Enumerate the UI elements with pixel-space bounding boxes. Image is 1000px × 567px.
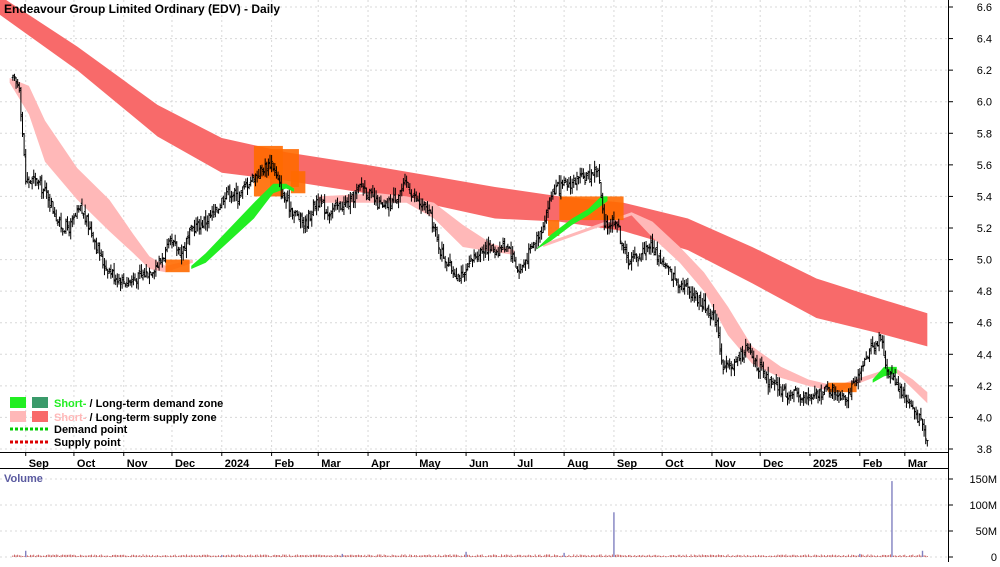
price-tick-label: 5.6 — [977, 160, 992, 172]
legend-demand-long: Long-term demand zone — [96, 398, 224, 410]
x-tick-label: Mar — [321, 458, 341, 470]
x-tick-label: Feb — [275, 458, 295, 470]
x-tick-label: Apr — [371, 458, 391, 470]
supply-demand-overlap-zone — [548, 220, 560, 236]
x-tick-label: 2025 — [813, 458, 837, 470]
legend-long-supply-swatch — [32, 411, 48, 422]
x-tick-label: Aug — [567, 458, 588, 470]
legend-supply-short: Short- — [54, 412, 87, 424]
legend-demand-point-label: Demand point — [54, 424, 128, 436]
price-tick-label: 5.2 — [977, 223, 992, 235]
short-term-supply-zone — [543, 212, 928, 404]
price-tick-label: 3.8 — [977, 444, 992, 456]
short-term-demand-zone — [191, 183, 295, 270]
legend-supply-text: Short- / Long-term supply zone — [54, 412, 217, 424]
chart-title: Endeavour Group Limited Ordinary (EDV) -… — [4, 2, 280, 16]
volume-y-axis: 150M 100M 50M 0 — [948, 474, 997, 564]
x-tick-label: Sep — [29, 458, 49, 470]
volume-tick-label: 0 — [991, 552, 997, 562]
price-tick-label: 6.2 — [977, 65, 992, 77]
price-tick-label: 4.0 — [977, 412, 992, 424]
legend-short-demand-swatch — [10, 397, 26, 408]
short-term-supply-zone — [9, 78, 193, 273]
x-tick-label: 2024 — [225, 458, 250, 470]
price-tick-label: 6.6 — [977, 2, 992, 14]
x-tick-label: Nov — [715, 458, 737, 470]
supply-demand-overlap-zone — [165, 259, 190, 273]
long-term-supply-zone — [0, 0, 928, 347]
legend-supply-sep: / — [86, 412, 95, 424]
x-tick-label: Oct — [665, 458, 684, 470]
x-axis: Sep Oct Nov Dec 2024 Feb Mar Apr May Jun Jul Aug Sep… — [0, 452, 948, 470]
supply-demand-overlap-zone — [827, 382, 857, 393]
volume-tick-label: 150M — [969, 474, 997, 486]
price-tick-label: 4.4 — [977, 349, 992, 361]
x-tick-label: Jun — [469, 458, 489, 470]
x-tick-label: Feb — [863, 458, 883, 470]
short-term-supply-zone — [318, 193, 515, 255]
legend-supply-point-label: Supply point — [54, 437, 121, 449]
price-tick-label: 6.4 — [977, 34, 992, 46]
x-tick-label: Mar — [908, 458, 928, 470]
price-tick-label: 5.0 — [977, 255, 992, 267]
x-tick-label: Dec — [175, 458, 195, 470]
x-tick-label: Dec — [763, 458, 783, 470]
legend-demand-sep: / — [86, 398, 95, 410]
price-candles — [11, 73, 929, 447]
x-tick-label: Nov — [127, 458, 149, 470]
price-tick-label: 4.2 — [977, 381, 992, 393]
supply-demand-overlap-zone — [290, 171, 306, 194]
legend-demand-short: Short- — [54, 398, 87, 410]
price-tick-label: 6.0 — [977, 97, 992, 109]
price-tick-label: 5.4 — [977, 191, 992, 203]
legend-short-supply-swatch — [10, 411, 26, 422]
volume-grid — [0, 478, 948, 558]
price-tick-label: 4.6 — [977, 318, 992, 330]
legend: Short- / Long-term demand zone Short- / … — [10, 397, 223, 449]
x-tick-label: Jul — [517, 458, 533, 470]
volume-bars — [12, 481, 928, 557]
volume-tick-label: 100M — [969, 500, 997, 512]
x-tick-label: Sep — [617, 458, 637, 470]
price-y-axis: 3.8 4.0 4.2 4.4 4.6 4.8 5.0 5.2 5.4 5.6 5.8 6.0 6.2 6… — [948, 2, 992, 456]
price-tick-label: 5.8 — [977, 128, 992, 140]
zone-bands — [0, 0, 928, 404]
legend-long-demand-swatch — [32, 397, 48, 408]
x-tick-label: Oct — [77, 458, 96, 470]
legend-demand-text: Short- / Long-term demand zone — [54, 398, 223, 410]
volume-label: Volume — [4, 473, 43, 485]
x-tick-label: May — [419, 458, 441, 470]
price-tick-label: 4.8 — [977, 286, 992, 298]
short-term-demand-zone — [535, 196, 608, 251]
volume-tick-label: 50M — [976, 526, 997, 538]
short-term-demand-zone — [872, 366, 897, 383]
legend-supply-long: Long-term supply zone — [96, 412, 217, 424]
